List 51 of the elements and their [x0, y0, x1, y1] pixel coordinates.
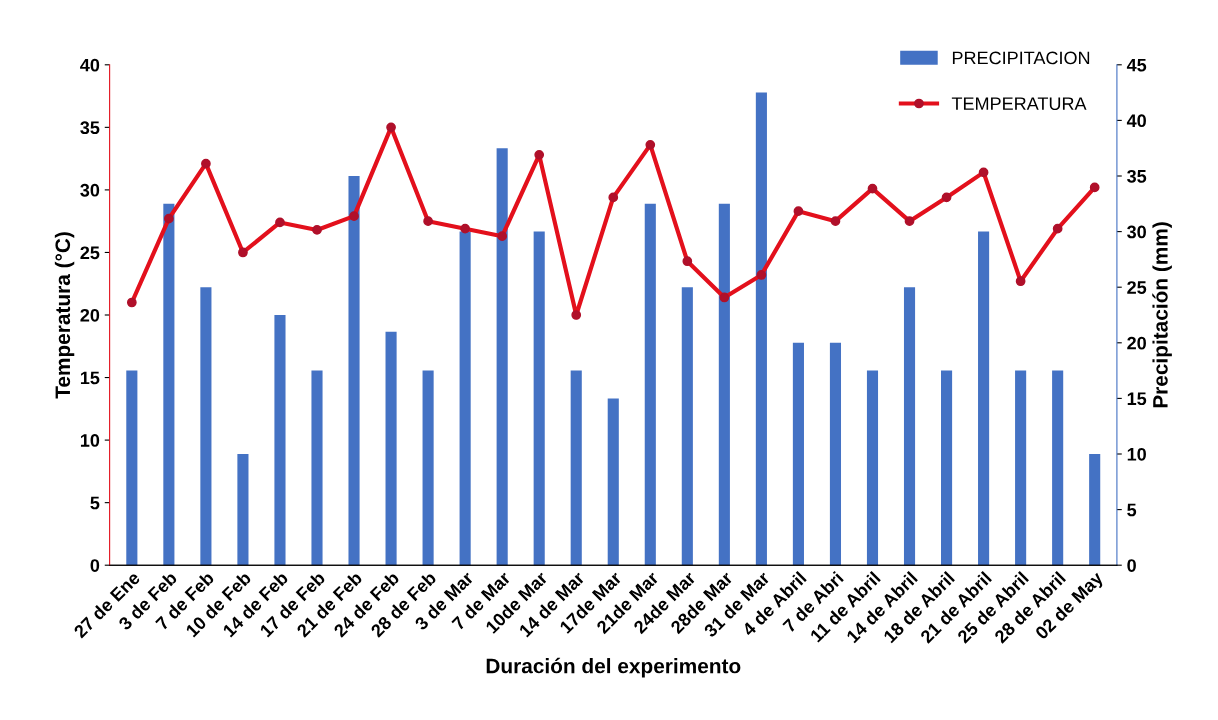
bar	[459, 231, 471, 566]
y2-tick-label: 25	[1127, 281, 1147, 294]
y2-tick-label: 40	[1126, 114, 1146, 128]
y2-tick-label: 0	[1127, 559, 1136, 572]
y-tick-label: 10	[80, 434, 100, 447]
y-tick-label: 35	[80, 121, 100, 135]
bar	[237, 454, 249, 566]
y-tick-label: 20	[80, 308, 100, 322]
y2-tick-label: 5	[1127, 503, 1137, 517]
bar	[533, 231, 545, 566]
bar	[385, 331, 397, 566]
y-tick-label: 15	[80, 371, 100, 385]
y2-tick-label: 20	[1127, 336, 1146, 350]
bar	[496, 148, 508, 566]
bar	[718, 203, 730, 566]
bar	[607, 398, 619, 566]
y2-axis-title: Precipitación (mm)	[1152, 222, 1172, 408]
x-axis-title: Duración del experimento	[486, 657, 741, 678]
legend-label: PRECIPITACION	[952, 51, 1090, 65]
bar	[681, 287, 693, 566]
bar	[866, 370, 879, 566]
y2-tick-label: 35	[1127, 169, 1147, 183]
bar	[126, 370, 138, 566]
bar	[1015, 370, 1027, 566]
y2-tick-label: 10	[1127, 447, 1146, 461]
y-tick-label: 5	[90, 496, 100, 510]
bar	[311, 370, 323, 566]
y2-tick-label: 30	[1127, 225, 1146, 239]
bar	[1089, 454, 1101, 566]
y-tick-label: 40	[80, 58, 100, 72]
y-tick-label: 25	[80, 246, 100, 260]
bar	[348, 176, 360, 566]
bar	[163, 203, 175, 566]
y-tick-label: 0	[90, 559, 100, 572]
bar	[941, 370, 953, 566]
bar	[570, 370, 582, 566]
bar	[829, 342, 842, 566]
bar	[792, 342, 804, 566]
legend-label: TEMPERATURA	[951, 97, 1087, 111]
y-tick-label: 30	[80, 183, 100, 197]
bar	[274, 315, 286, 566]
y2-tick-label: 15	[1127, 392, 1147, 406]
bar	[755, 92, 767, 566]
y-axis-title: Temperatura (°C)	[54, 232, 75, 399]
bar	[903, 287, 916, 566]
bar	[978, 231, 990, 566]
bar	[1052, 370, 1064, 566]
bar	[200, 287, 212, 566]
bar	[422, 370, 434, 566]
bar	[644, 203, 656, 566]
y2-tick-label: 45	[1126, 58, 1147, 72]
